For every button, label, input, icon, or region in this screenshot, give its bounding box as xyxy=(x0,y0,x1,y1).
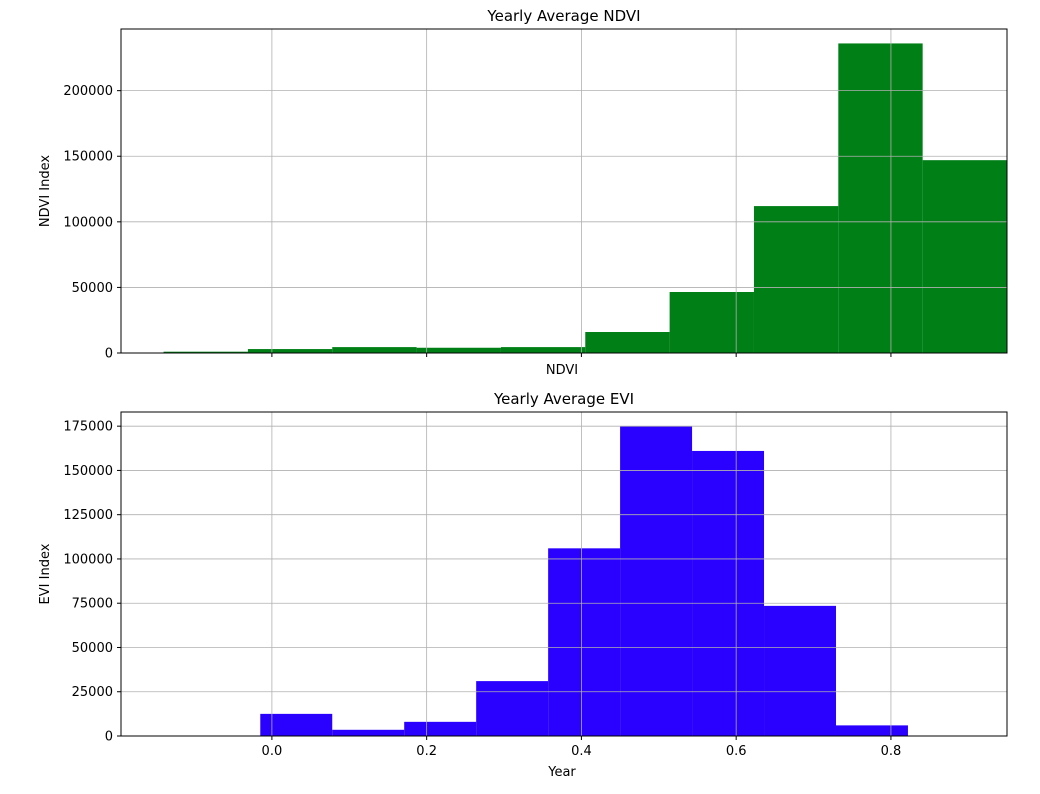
evi-bar-1 xyxy=(332,729,405,736)
ndvi-y-tick-label-2: 100000 xyxy=(63,215,113,230)
ndvi-bar-7 xyxy=(753,206,839,353)
ndvi-bar-0 xyxy=(163,351,248,353)
evi-y-tick-label-5: 125000 xyxy=(63,508,113,523)
ndvi-y-tick-label-4: 200000 xyxy=(63,84,113,99)
ndvi-bar-8 xyxy=(838,43,923,354)
evi-y-axis-label: EVI Index xyxy=(38,543,53,604)
evi-y-tick-label-2: 50000 xyxy=(72,641,113,656)
evi-x-tick-label-3: 0.6 xyxy=(726,744,747,759)
ndvi-axes-frame xyxy=(120,28,1008,354)
evi-bar-2 xyxy=(404,721,477,736)
evi-bar-5 xyxy=(620,426,693,736)
evi-bar-8 xyxy=(835,725,908,736)
ndvi-plot: 0 50000 100000 150000 200000 xyxy=(63,28,1008,362)
evi-bar-7 xyxy=(764,605,836,736)
evi-x-tick-label-0: 0.0 xyxy=(262,744,283,759)
evi-y-tick-label-6: 150000 xyxy=(63,464,113,479)
ndvi-bar-9 xyxy=(922,160,1007,353)
ndvi-bar-6 xyxy=(669,292,754,353)
ndvi-y-tick-label-0: 0 xyxy=(105,347,113,362)
evi-y-tick-label-7: 175000 xyxy=(63,420,113,435)
ndvi-y-tick-label-1: 50000 xyxy=(72,281,113,296)
evi-bar-0 xyxy=(260,713,333,736)
evi-x-tick-label-2: 0.4 xyxy=(571,744,592,759)
evi-y-tick-label-3: 75000 xyxy=(72,597,113,612)
ndvi-bar-5 xyxy=(585,332,670,353)
evi-y-tick-label-4: 100000 xyxy=(63,552,113,567)
evi-axes-frame xyxy=(120,411,1008,737)
evi-chart-title: Yearly Average EVI xyxy=(493,390,634,408)
evi-bar-6 xyxy=(692,450,765,736)
ndvi-bar-4 xyxy=(500,347,586,353)
ndvi-bar-3 xyxy=(416,347,501,353)
ndvi-bar-2 xyxy=(332,347,417,353)
evi-y-tick-label-0: 0 xyxy=(105,730,113,745)
evi-x-tick-label-1: 0.2 xyxy=(416,744,437,759)
ndvi-chart-title: Yearly Average NDVI xyxy=(486,7,640,25)
evi-x-tick-label-4: 0.8 xyxy=(881,744,902,759)
evi-bar-3 xyxy=(476,681,549,736)
ndvi-bar-1 xyxy=(247,349,333,353)
ndvi-y-axis-label: NDVI Index xyxy=(38,155,53,227)
ndvi-y-tick-label-3: 150000 xyxy=(63,150,113,165)
evi-y-tick-label-1: 25000 xyxy=(72,685,113,700)
evi-plot: 0.0 0.2 0.4 0.6 0.8 0 25000 50000 75000 100000 125… xyxy=(63,411,1008,759)
evi-bar-4 xyxy=(548,548,621,736)
ndvi-x-axis-label: NDVI xyxy=(546,363,578,378)
evi-x-axis-label: Year xyxy=(547,765,576,780)
